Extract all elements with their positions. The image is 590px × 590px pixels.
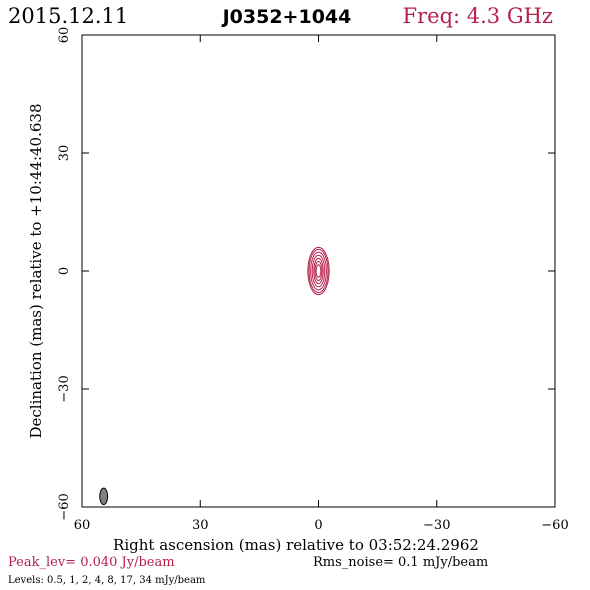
observation-date: 2015.12.11 [8,4,128,28]
contour-level-4 [310,251,327,291]
contour-levels: Levels: 0.5, 1, 2, 4, 8, 17, 34 mJy/beam [8,575,206,586]
x-tick-labels: 60 30 0 −30 −60 [74,518,569,533]
contour-level-1 [314,261,323,281]
x-tick-label-0: 60 [74,518,91,533]
contour-level-6 [307,246,330,296]
y-tick-label-3: 30 [57,145,72,162]
x-tick-label-2: 0 [314,518,322,533]
x-tick-label-4: −60 [541,518,568,533]
y-tick-label-1: −30 [57,375,72,402]
x-tick-label-1: 30 [192,518,209,533]
peak-level: Peak_lev= 0.040 Jy/beam [8,555,175,570]
y-tick-label-0: −60 [57,493,72,520]
y-axis-label: Declination (mas) relative to +10:44:40.… [27,103,45,438]
contour-level-5 [308,248,329,294]
x-tick-label-3: −30 [423,518,450,533]
x-axis-label: Right ascension (mas) relative to 03:52:… [113,536,479,554]
axis-ticks [81,34,556,508]
source-name: J0352+1044 [221,6,352,28]
source-contours [307,246,330,296]
rms-noise: Rms_noise= 0.1 mJy/beam [313,555,488,570]
contour-level-3 [311,254,326,288]
y-tick-label-4: 60 [57,27,72,44]
contour-level-2 [313,257,324,285]
frequency-label: Freq: 4.3 GHz [403,4,553,28]
beam-ellipse [99,487,109,506]
y-tick-labels: −60 −30 0 30 60 [57,27,72,521]
beam-ellipse-group [99,487,109,506]
plot-frame [81,34,556,508]
y-tick-label-2: 0 [57,267,72,275]
contour-level-0 [315,264,322,278]
